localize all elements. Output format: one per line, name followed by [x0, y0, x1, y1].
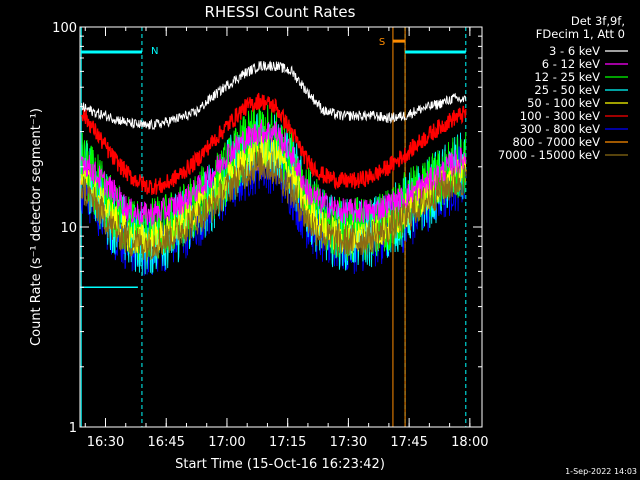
y-tick-label-1: 10	[60, 221, 77, 236]
series-line-1	[80, 119, 467, 227]
x-tick-label-1: 16:45	[147, 435, 184, 450]
series-line-5	[80, 92, 467, 195]
series-path-1	[80, 119, 467, 227]
x-axis-label: Start Time (15-Oct-16 16:23:42)	[175, 457, 385, 472]
x-tick-label-5: 17:45	[390, 435, 427, 450]
legend-label-8: 7000 - 15000 keV	[498, 148, 600, 162]
legend-label-7: 800 - 7000 keV	[512, 135, 600, 149]
series-path-0	[81, 60, 467, 131]
axes: 1 10 100 16:30 16:45 17:00 17:15 17:30 17:45 18:0…	[52, 21, 488, 450]
series-path-8	[80, 148, 467, 262]
s-marker-label: S	[379, 37, 385, 48]
x-tick-label-3: 17:15	[269, 435, 306, 450]
x-tick-label-6: 18:00	[451, 435, 488, 450]
series-line-2	[81, 101, 467, 261]
legend-header-line1: Det 3f,9f,	[571, 14, 625, 28]
legend-label-4: 50 - 100 keV	[527, 96, 600, 110]
footer-timestamp: 1-Sep-2022 14:03	[565, 467, 637, 476]
legend-label-2: 12 - 25 keV	[534, 70, 600, 84]
legend-header-line2: FDecim 1, Att 0	[536, 27, 625, 41]
legend-label-3: 25 - 50 keV	[534, 83, 600, 97]
series-line-0	[81, 60, 467, 131]
time-markers: NS	[80, 27, 467, 427]
y-tick-label-2: 100	[52, 21, 77, 36]
x-tick-label-4: 17:30	[330, 435, 367, 450]
legend-label-5: 100 - 300 keV	[520, 109, 600, 123]
series-line-8	[80, 148, 467, 262]
chart-title: RHESSI Count Rates	[205, 3, 356, 21]
y-tick-label-0: 1	[69, 421, 77, 436]
series-path-5	[80, 92, 467, 195]
x-tick-label-0: 16:30	[87, 435, 124, 450]
legend-label-1: 6 - 12 keV	[542, 57, 600, 71]
legend-label-6: 300 - 800 keV	[520, 122, 600, 136]
y-axis-label: Count Rate (s⁻¹ detector segment⁻¹)	[29, 108, 44, 346]
attenuator-label: N	[151, 46, 158, 57]
legend-label-0: 3 - 6 keV	[549, 44, 600, 58]
x-tick-label-2: 17:00	[208, 435, 245, 450]
series-lines	[80, 60, 467, 276]
series-path-2	[81, 101, 467, 261]
